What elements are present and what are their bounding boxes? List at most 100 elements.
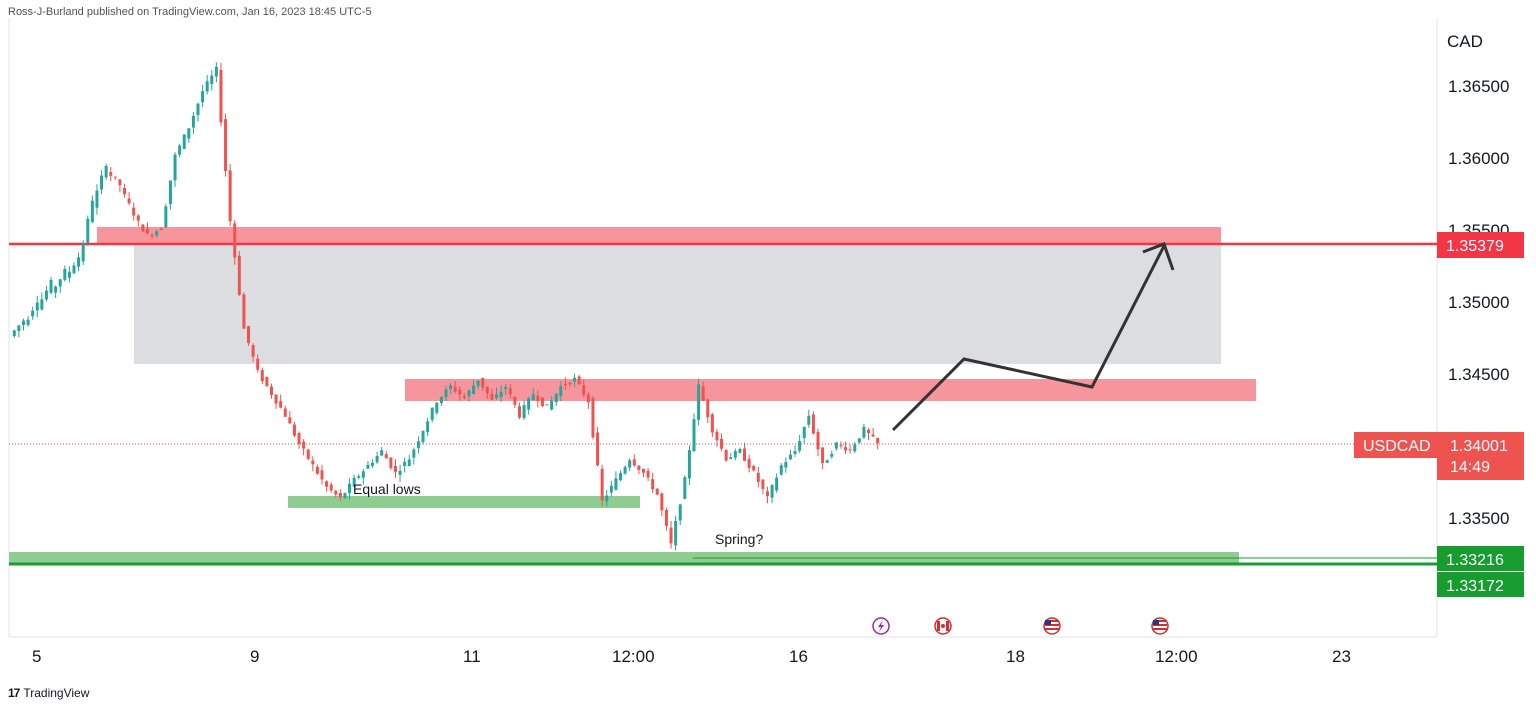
candle-body	[196, 103, 200, 116]
footer-brand: TradingView	[23, 686, 90, 700]
candle-body	[664, 509, 668, 526]
candle-body	[35, 302, 39, 311]
us-flag-event-icon[interactable]	[1043, 617, 1061, 635]
candle-body	[449, 385, 453, 389]
x-tick-16: 16	[789, 647, 808, 666]
candle-body	[247, 326, 251, 344]
candle-body	[31, 310, 35, 317]
candle-body	[361, 471, 365, 478]
candle-body	[412, 449, 416, 458]
y-tick-1.35000: 1.35000	[1448, 293, 1509, 312]
candle-body	[481, 377, 485, 388]
last-price-badge[interactable]	[1437, 432, 1524, 480]
candle-body	[687, 450, 691, 479]
candle-body	[614, 478, 618, 490]
candle-body	[81, 243, 85, 262]
candle-body	[100, 175, 104, 190]
candle-body	[269, 386, 273, 396]
candle-body	[802, 426, 806, 439]
lower-resistance-zone[interactable]	[405, 379, 1256, 401]
candle-body	[605, 495, 609, 502]
candle-body	[375, 455, 379, 463]
candle-body	[150, 235, 154, 237]
symbol-badge[interactable]	[1354, 432, 1437, 458]
candle-body	[876, 437, 880, 443]
candle-body	[545, 404, 549, 406]
candle-body	[302, 441, 306, 449]
candle-body	[421, 431, 425, 443]
candle-body	[159, 228, 163, 231]
canada-flag-event-icon[interactable]	[934, 617, 952, 635]
candle-body	[811, 414, 815, 434]
candle-body	[265, 376, 269, 387]
grey-range-zone[interactable]	[134, 244, 1221, 364]
tradingview-logo-icon: 17	[8, 686, 20, 700]
candle-body	[706, 399, 710, 418]
candle-body	[214, 66, 218, 77]
candle-body	[596, 432, 600, 466]
spring-zone[interactable]	[9, 552, 1239, 563]
resistance-price-badge[interactable]	[1437, 232, 1524, 258]
footer[interactable]: 17 TradingView	[8, 686, 89, 700]
candle-body	[334, 490, 338, 495]
candle-body	[724, 449, 728, 461]
last-price-text: 1.34001	[1450, 438, 1508, 455]
candle-body	[761, 479, 765, 489]
candle-body	[21, 320, 25, 325]
equal-lows-zone[interactable]	[288, 496, 640, 508]
candle-body	[260, 370, 264, 382]
equal-lows-label: Equal lows	[353, 481, 421, 497]
candle-body	[398, 470, 402, 475]
candle-body	[201, 91, 205, 103]
candle-body	[678, 504, 682, 521]
candle-body	[407, 459, 411, 466]
candle-body	[504, 386, 508, 390]
x-tick-11: 11	[463, 647, 481, 666]
projection-path[interactable]	[891, 245, 1166, 432]
candle-body	[499, 391, 503, 398]
candle-body	[109, 172, 113, 176]
candle-body	[476, 380, 480, 387]
candle-body	[228, 170, 232, 222]
candle-body	[472, 385, 476, 394]
candle-body	[348, 483, 352, 494]
candle-body	[770, 485, 774, 498]
lightning-event-icon[interactable]	[872, 617, 890, 635]
candle-body	[756, 472, 760, 482]
candle-body	[12, 330, 16, 337]
candle-body	[338, 493, 342, 498]
candle-body	[692, 419, 696, 452]
candle-body	[522, 405, 526, 419]
support-price-text-1: 1.33216	[1446, 552, 1504, 569]
support-price-badge-1[interactable]	[1437, 546, 1524, 571]
us-flag-event-icon-2[interactable]	[1151, 617, 1169, 635]
candle-body	[568, 382, 572, 385]
upper-resistance-zone[interactable]	[97, 227, 1221, 244]
candle-body	[58, 279, 62, 287]
candle-body	[233, 223, 237, 258]
candle-body	[793, 451, 797, 454]
candle-body	[834, 442, 838, 449]
x-tick-23: 23	[1332, 647, 1351, 666]
candle-body	[325, 481, 329, 487]
support-price-text-2: 1.33172	[1446, 578, 1504, 595]
candle-body	[715, 431, 719, 441]
candle-body	[623, 467, 627, 474]
candle-body	[554, 393, 558, 403]
candle-body	[389, 457, 393, 468]
candle-body	[63, 268, 67, 280]
candle-body	[816, 432, 820, 450]
candle-body	[655, 488, 659, 495]
candle-body	[862, 426, 866, 438]
support-price-badge-2[interactable]	[1437, 572, 1524, 597]
y-tick-1.36500: 1.36500	[1448, 77, 1509, 96]
candle-body	[320, 470, 324, 480]
candle-body	[306, 449, 310, 459]
candle-body	[586, 394, 590, 403]
candle-body	[256, 358, 260, 370]
candle-body	[288, 417, 292, 424]
candle-body	[743, 448, 747, 461]
candle-body	[540, 397, 544, 407]
candle-body	[439, 396, 443, 404]
